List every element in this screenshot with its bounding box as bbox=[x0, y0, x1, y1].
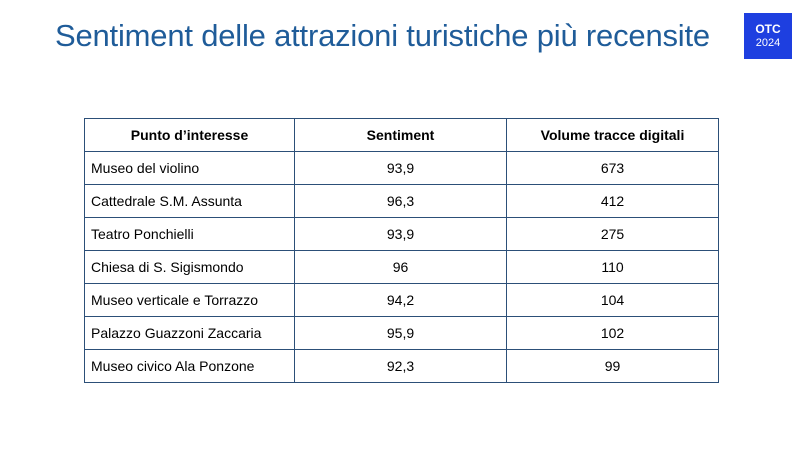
table-row: Museo del violino 93,9 673 bbox=[84, 151, 719, 185]
table-row: Chiesa di S. Sigismondo 96 110 bbox=[84, 250, 719, 284]
attractions-table: Punto d’interesse Sentiment Volume tracc… bbox=[84, 118, 719, 383]
cell-name: Cattedrale S.M. Assunta bbox=[84, 184, 295, 218]
cell-name: Chiesa di S. Sigismondo bbox=[84, 250, 295, 284]
cell-volume: 110 bbox=[506, 250, 719, 284]
table-row: Palazzo Guazzoni Zaccaria 95,9 102 bbox=[84, 316, 719, 350]
cell-sentiment: 96 bbox=[294, 250, 507, 284]
table-row: Museo verticale e Torrazzo 94,2 104 bbox=[84, 283, 719, 317]
cell-name: Museo civico Ala Ponzone bbox=[84, 349, 295, 383]
cell-sentiment: 95,9 bbox=[294, 316, 507, 350]
table-row: Teatro Ponchielli 93,9 275 bbox=[84, 217, 719, 251]
cell-volume: 673 bbox=[506, 151, 719, 185]
cell-sentiment: 93,9 bbox=[294, 151, 507, 185]
cell-sentiment: 92,3 bbox=[294, 349, 507, 383]
cell-sentiment: 93,9 bbox=[294, 217, 507, 251]
cell-name: Palazzo Guazzoni Zaccaria bbox=[84, 316, 295, 350]
header-punto-interesse: Punto d’interesse bbox=[84, 118, 295, 152]
cell-sentiment: 96,3 bbox=[294, 184, 507, 218]
table-row: Museo civico Ala Ponzone 92,3 99 bbox=[84, 349, 719, 383]
cell-volume: 102 bbox=[506, 316, 719, 350]
cell-name: Teatro Ponchielli bbox=[84, 217, 295, 251]
otc-badge: OTC 2024 bbox=[744, 13, 792, 59]
cell-sentiment: 94,2 bbox=[294, 283, 507, 317]
cell-volume: 99 bbox=[506, 349, 719, 383]
table-row: Cattedrale S.M. Assunta 96,3 412 bbox=[84, 184, 719, 218]
cell-name: Museo del violino bbox=[84, 151, 295, 185]
header-volume: Volume tracce digitali bbox=[506, 118, 719, 152]
cell-volume: 412 bbox=[506, 184, 719, 218]
header-sentiment: Sentiment bbox=[294, 118, 507, 152]
table-header-row: Punto d’interesse Sentiment Volume tracc… bbox=[84, 118, 719, 152]
slide-title: Sentiment delle attrazioni turistiche pi… bbox=[55, 18, 710, 53]
cell-volume: 275 bbox=[506, 217, 719, 251]
badge-label: OTC bbox=[755, 21, 781, 36]
cell-name: Museo verticale e Torrazzo bbox=[84, 283, 295, 317]
badge-year: 2024 bbox=[755, 36, 781, 49]
cell-volume: 104 bbox=[506, 283, 719, 317]
